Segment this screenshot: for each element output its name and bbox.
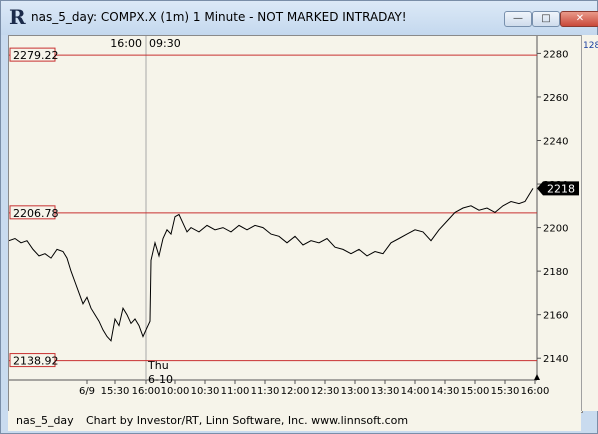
price-series-line	[8, 188, 534, 342]
level-label-box-0	[9, 47, 56, 62]
x-tick-label-10: 13:30	[371, 386, 400, 397]
x-tick-label-3: 10:00	[161, 386, 190, 397]
footer-credit: Chart by Investor/RT, Linn Software, Inc…	[86, 414, 409, 427]
y-tick-label-3: 2200	[543, 224, 568, 235]
window-title: nas_5_day: COMPX.X (1m) 1 Minute - NOT M…	[31, 10, 407, 24]
scroll-label: 1280	[583, 41, 598, 51]
chart-footer: nas_5_day Chart by Investor/RT, Linn Sof…	[8, 411, 581, 431]
level-label-1: 2206.78	[13, 207, 59, 220]
level-label-2: 2138.92	[13, 355, 59, 368]
level-label-box-1	[9, 205, 56, 220]
footer-symbol: nas_5_day	[16, 414, 74, 427]
y-tick-label-7: 2280	[543, 49, 568, 60]
x-tick-label-15: 16:00	[521, 386, 550, 397]
level-label-0: 2279.22	[13, 49, 59, 62]
session-date-label: 6-10	[148, 373, 173, 386]
x-tick-label-14: 15:30	[491, 386, 520, 397]
y-tick-label-5: 2240	[543, 137, 568, 148]
session-right-time: 09:30	[149, 37, 181, 50]
chart-area[interactable]: 16:00 09:30 Thu 6-10 2279.22 2206.78 2138.92 21…	[8, 35, 583, 413]
x-tick-label-12: 14:30	[431, 386, 460, 397]
close-button[interactable]: ✕	[560, 11, 598, 27]
x-tick-label-2: 16:00	[132, 386, 161, 397]
x-tick-label-4: 10:30	[191, 386, 220, 397]
x-tick-label-9: 13:00	[341, 386, 370, 397]
x-tick-label-13: 15:00	[461, 386, 490, 397]
x-tick-label-5: 11:00	[221, 386, 250, 397]
maximize-button[interactable]: □	[532, 11, 560, 27]
last-price-label: 2218	[547, 182, 575, 195]
level-label-box-2	[9, 353, 56, 368]
app-r-icon[interactable]: R	[9, 5, 26, 29]
x-tick-label-8: 12:30	[311, 386, 340, 397]
y-tick-label-1: 2160	[543, 311, 568, 322]
x-tick-label-6: 11:30	[251, 386, 280, 397]
y-tick-label-2: 2180	[543, 267, 568, 278]
x-tick-label-0: 6/9	[79, 386, 95, 397]
x-tick-label-7: 12:00	[281, 386, 310, 397]
last-price-marker	[537, 181, 579, 196]
session-left-time: 16:00	[110, 37, 142, 50]
x-tick-label-11: 14:00	[401, 386, 430, 397]
right-scroll-strip[interactable]: 1280	[581, 35, 598, 411]
y-tick-label-0: 2140	[543, 354, 568, 365]
y-tick-label-6: 2260	[543, 93, 568, 104]
x-tick-label-1: 15:30	[101, 386, 130, 397]
minimize-button[interactable]: —	[504, 11, 532, 27]
session-day-label: Thu	[147, 359, 169, 372]
axis-corner-marker	[534, 374, 540, 380]
title-bar[interactable]: R nas_5_day: COMPX.X (1m) 1 Minute - NOT…	[1, 1, 598, 35]
